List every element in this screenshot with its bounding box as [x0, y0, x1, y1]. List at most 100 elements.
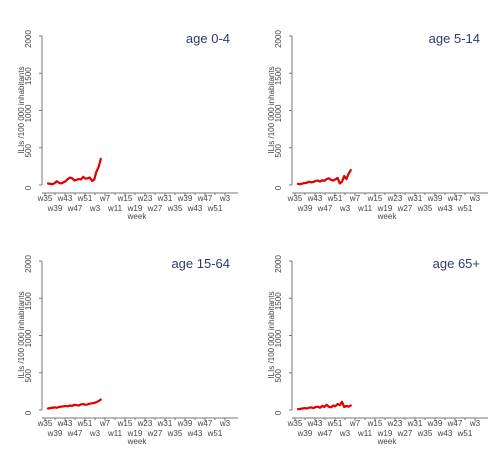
age-0-4-y-tick-label-0: 0	[24, 185, 33, 190]
age-15-64-title: age 15-64	[171, 256, 230, 271]
age-5-14-x-tick-lower-3: w11	[357, 204, 373, 213]
age-65-plus-x-tick-lower-0: w39	[297, 429, 313, 438]
age-15-64-x-tick-upper-3: w7	[99, 419, 111, 428]
age-65-plus-x-tick-lower-6: w35	[417, 429, 433, 438]
age-5-14-y-tick-label-1: 500	[274, 144, 283, 158]
panel-age-15-64: age 15-64 0 500 1000 1500 2000 ILIs /100 000 i…	[17, 255, 238, 446]
age-0-4-x-tick-upper-2: w51	[77, 194, 93, 203]
panel-age-5-14: age 5-14 0 500 1000 1500 2000 ILIs /100 000 in…	[267, 30, 488, 221]
age-0-4-x-tick-upper-0: w35	[37, 194, 53, 203]
age-5-14-x-tick-upper-5: w23	[387, 194, 403, 203]
age-5-14-x-tick-lower-0: w39	[297, 204, 313, 213]
age-15-64-x-tick-lower-3: w11	[107, 429, 123, 438]
age-0-4-series-line	[46, 157, 102, 186]
age-5-14-y-tick-label-0: 0	[274, 185, 283, 190]
age-65-plus-x-tick-lower-4: w19	[377, 429, 393, 438]
age-15-64-y-axis-label: ILIs /100 000 inhabitants	[17, 291, 26, 378]
age-15-64-x-tick-lower-2: w3	[89, 429, 101, 438]
age-0-4-x-axis-label: week	[127, 212, 148, 221]
age-0-4-x-tick-upper-7: w39	[177, 194, 193, 203]
age-5-14-x-tick-upper-2: w51	[327, 194, 343, 203]
age-0-4-x-tick-lower-7: w43	[187, 204, 203, 213]
age-15-64-y-tick-label-1: 500	[24, 369, 33, 383]
age-5-14-y-tick-label-3: 1500	[274, 67, 283, 85]
age-5-14-x-tick-lower-5: w27	[397, 204, 413, 213]
age-0-4-x-tick-upper-3: w7	[99, 194, 111, 203]
age-15-64-x-tick-upper-5: w23	[137, 419, 153, 428]
age-0-4-y-axis-label: ILIs /100 000 inhabitants	[17, 66, 26, 153]
age-65-plus-x-tick-upper-3: w7	[349, 419, 361, 428]
age-0-4-x-tick-lower-2: w3	[89, 204, 101, 213]
age-65-plus-x-tick-upper-4: w15	[367, 419, 383, 428]
age-65-plus-x-tick-upper-1: w43	[307, 419, 323, 428]
age-15-64-x-tick-upper-8: w47	[197, 419, 213, 428]
age-15-64-x-tick-lower-7: w43	[187, 429, 203, 438]
age-65-plus-x-tick-upper-6: w31	[407, 419, 423, 428]
age-5-14-x-tick-lower-7: w43	[437, 204, 453, 213]
age-15-64-x-tick-lower-1: w47	[67, 429, 83, 438]
age-15-64-y-tick-label-3: 1500	[24, 292, 33, 310]
age-0-4-x-tick-upper-8: w47	[197, 194, 213, 203]
age-15-64-x-tick-upper-4: w15	[117, 419, 133, 428]
age-5-14-x-axis-label: week	[377, 212, 398, 221]
panel-age-65-plus: age 65+ 0 500 1000 1500 2000 ILIs /100 000 inh…	[267, 255, 488, 446]
age-5-14-series-line	[296, 169, 352, 186]
age-5-14-x-tick-lower-1: w47	[317, 204, 333, 213]
age-5-14-x-tick-upper-3: w7	[349, 194, 361, 203]
age-65-plus-x-tick-upper-0: w35	[287, 419, 303, 428]
age-15-64-x-tick-upper-1: w43	[57, 419, 73, 428]
age-15-64-series-line	[46, 398, 102, 410]
age-0-4-y-tick-label-2: 1000	[24, 104, 33, 122]
age-0-4-y-tick-label-4: 2000	[24, 30, 33, 48]
age-15-64-x-tick-upper-7: w39	[177, 419, 193, 428]
age-5-14-y-tick-label-2: 1000	[274, 104, 283, 122]
age-0-4-x-tick-lower-6: w35	[167, 204, 183, 213]
age-5-14-x-tick-upper-7: w39	[427, 194, 443, 203]
age-5-14-x-tick-upper-9: w3	[469, 194, 481, 203]
age-15-64-x-tick-upper-6: w31	[157, 419, 173, 428]
age-65-plus-x-tick-lower-2: w3	[339, 429, 351, 438]
age-0-4-y-tick-label-1: 500	[24, 144, 33, 158]
age-65-plus-x-axis-label: week	[377, 437, 398, 446]
age-0-4-title: age 0-4	[186, 31, 230, 46]
age-0-4-x-tick-upper-4: w15	[117, 194, 133, 203]
age-0-4-x-tick-lower-0: w39	[47, 204, 63, 213]
age-0-4-x-tick-lower-3: w11	[107, 204, 123, 213]
age-65-plus-y-axis-label: ILIs /100 000 inhabitants	[267, 291, 276, 378]
age-5-14-x-tick-lower-2: w3	[339, 204, 351, 213]
age-5-14-x-tick-lower-6: w35	[417, 204, 433, 213]
age-15-64-x-axis-label: week	[127, 437, 148, 446]
age-15-64-x-tick-upper-2: w51	[77, 419, 93, 428]
age-65-plus-x-tick-lower-5: w27	[397, 429, 413, 438]
age-65-plus-x-tick-lower-7: w43	[437, 429, 453, 438]
age-0-4-x-tick-upper-5: w23	[137, 194, 153, 203]
age-65-plus-x-tick-upper-8: w47	[447, 419, 463, 428]
age-65-plus-x-tick-upper-2: w51	[327, 419, 343, 428]
age-65-plus-y-tick-label-2: 1000	[274, 329, 283, 347]
age-15-64-y-tick-label-0: 0	[24, 410, 33, 415]
age-15-64-x-tick-lower-4: w19	[127, 429, 143, 438]
age-5-14-x-tick-lower-8: w51	[457, 204, 473, 213]
panel-age-0-4: age 0-4 0 500 1000 1500 2000 ILIs /100 000 inh…	[17, 30, 238, 221]
age-15-64-x-tick-upper-0: w35	[37, 419, 53, 428]
age-15-64-x-tick-lower-8: w51	[207, 429, 223, 438]
age-0-4-x-tick-lower-1: w47	[67, 204, 83, 213]
age-15-64-y-tick-label-2: 1000	[24, 329, 33, 347]
age-5-14-y-axis-label: ILIs /100 000 inhabitants	[267, 66, 276, 153]
age-65-plus-x-tick-upper-9: w3	[469, 419, 481, 428]
age-65-plus-y-tick-label-3: 1500	[274, 292, 283, 310]
age-65-plus-x-tick-lower-3: w11	[357, 429, 373, 438]
age-65-plus-y-tick-label-1: 500	[274, 369, 283, 383]
age-0-4-x-tick-upper-6: w31	[157, 194, 173, 203]
age-5-14-x-tick-upper-0: w35	[287, 194, 303, 203]
age-5-14-title: age 5-14	[429, 31, 480, 46]
age-0-4-y-tick-label-3: 1500	[24, 67, 33, 85]
age-5-14-x-tick-upper-1: w43	[307, 194, 323, 203]
age-65-plus-y-tick-label-4: 2000	[274, 255, 283, 273]
age-65-plus-series-line	[296, 400, 352, 411]
age-15-64-x-tick-lower-5: w27	[147, 429, 163, 438]
age-65-plus-title: age 65+	[433, 256, 480, 271]
age-5-14-x-tick-upper-6: w31	[407, 194, 423, 203]
